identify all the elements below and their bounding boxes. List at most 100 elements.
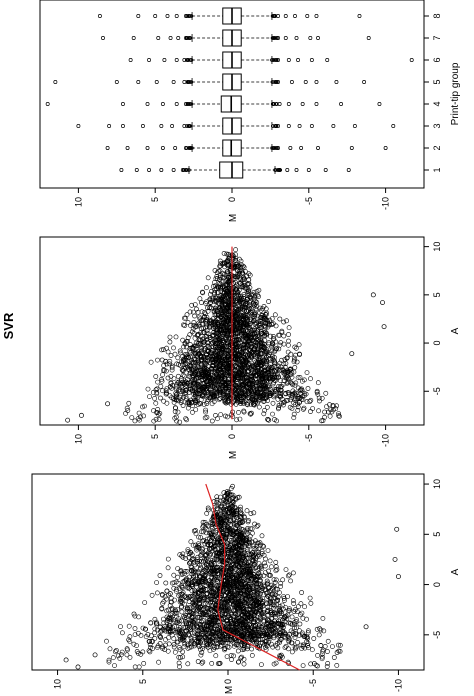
data-point (153, 374, 159, 379)
data-point (214, 497, 220, 503)
data-point (214, 494, 220, 500)
data-point (217, 381, 223, 387)
data-point (222, 389, 227, 394)
data-point (273, 378, 278, 383)
outlier-point (380, 300, 385, 306)
data-point (225, 365, 231, 371)
data-point (286, 390, 291, 396)
data-point (197, 316, 203, 322)
data-point (245, 400, 251, 406)
data-point (262, 560, 267, 566)
data-point (296, 342, 302, 348)
x-tick-label: -5 (432, 387, 442, 395)
data-point (270, 353, 276, 359)
outlier-point (294, 36, 299, 40)
data-point (245, 286, 251, 292)
data-point (292, 382, 298, 388)
data-point (264, 349, 270, 355)
data-point (125, 408, 131, 413)
data-point (224, 269, 230, 275)
data-point (178, 388, 183, 394)
data-point (238, 397, 244, 402)
data-point (172, 597, 177, 603)
data-point (233, 344, 239, 350)
data-point (182, 641, 188, 647)
data-point (217, 280, 222, 286)
data-point (292, 402, 298, 407)
data-point (285, 342, 291, 348)
x-tick-label: 0 (432, 341, 442, 346)
data-point (289, 392, 295, 398)
outlier-point (316, 36, 320, 40)
data-point (193, 340, 199, 346)
outlier-point (273, 168, 278, 172)
outlier-point (65, 417, 71, 423)
data-point (274, 418, 279, 424)
data-point (165, 565, 171, 571)
data-point (171, 585, 177, 591)
data-point (233, 252, 238, 257)
data-point (205, 275, 211, 281)
data-point (277, 390, 283, 396)
x-tick-label: 3 (432, 123, 442, 128)
outlier-point (185, 102, 190, 106)
data-point (250, 313, 256, 319)
data-point (205, 344, 211, 350)
data-point (264, 371, 269, 377)
data-point (213, 412, 218, 418)
data-point (201, 314, 207, 320)
data-point (314, 389, 320, 395)
data-point (327, 402, 332, 408)
outlier-point (182, 80, 187, 84)
data-point (263, 359, 269, 364)
y-tick-label: 0 (223, 679, 233, 684)
data-point (271, 372, 277, 378)
data-point (286, 332, 291, 337)
data-point (297, 621, 303, 627)
data-point (167, 339, 173, 345)
x-tick-label: 5 (432, 532, 442, 537)
data-point (248, 367, 254, 372)
data-point (191, 322, 197, 328)
data-point (247, 272, 253, 278)
data-point (310, 406, 315, 411)
data-point (202, 393, 208, 399)
data-point (197, 635, 203, 640)
data-point (287, 367, 293, 373)
data-point (210, 333, 216, 339)
data-point (200, 601, 206, 607)
data-point (188, 567, 194, 573)
data-point (261, 386, 267, 391)
outlier-point (286, 102, 291, 106)
data-point (247, 395, 252, 401)
data-point (269, 344, 274, 350)
outlier-point (188, 80, 193, 84)
data-point (191, 371, 197, 377)
data-point (157, 410, 163, 416)
data-point (249, 353, 255, 359)
data-point (153, 387, 159, 393)
data-point (256, 294, 261, 299)
data-point (248, 511, 254, 516)
data-point (201, 389, 207, 395)
data-point (279, 357, 284, 363)
data-point (270, 321, 276, 326)
data-point (191, 380, 197, 386)
data-point (263, 349, 269, 354)
data-point (169, 367, 175, 373)
data-point (175, 566, 181, 571)
data-point (275, 366, 281, 372)
data-point (241, 280, 247, 286)
data-point (246, 362, 251, 368)
y-tick-label: 5 (150, 434, 160, 439)
data-point (193, 387, 199, 393)
outlier-point (349, 146, 354, 150)
data-point (251, 402, 257, 407)
data-point (308, 409, 313, 414)
outlier-point (176, 36, 181, 40)
outlier-point (182, 58, 187, 62)
outlier-point (274, 124, 279, 128)
data-point (190, 326, 196, 332)
data-point (291, 355, 297, 361)
data-point (239, 383, 245, 388)
